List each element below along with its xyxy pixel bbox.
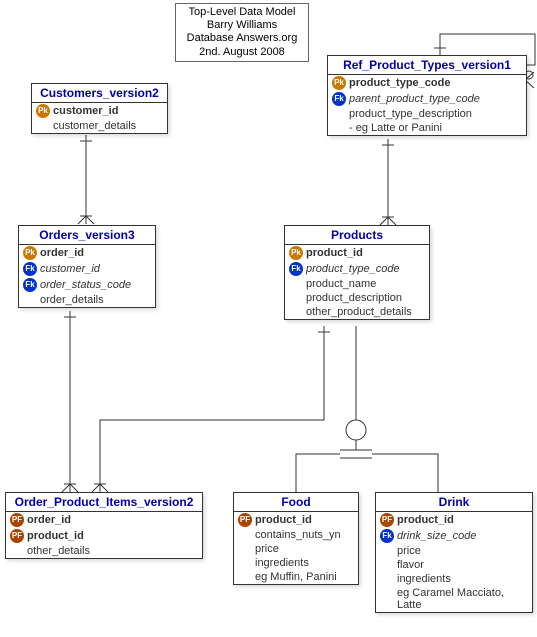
attr-row: ingredients [234, 556, 358, 570]
pf-badge: PF [10, 513, 24, 527]
entity-food: FoodPFproduct_idcontains_nuts_ynpriceing… [233, 492, 359, 585]
attr-text: order_details [40, 294, 104, 306]
attr-row: PForder_id [6, 512, 202, 528]
entity-body-ref_product_types: Pkproduct_type_codeFkparent_product_type… [328, 75, 526, 135]
attr-row: price [234, 542, 358, 556]
attr-row: product_name [285, 277, 429, 291]
attr-text: product_id [255, 514, 312, 526]
pf-badge: PF [238, 513, 252, 527]
attr-row: other_product_details [285, 305, 429, 319]
attr-row: - eg Latte or Panini [328, 121, 526, 135]
attr-text: parent_product_type_code [349, 93, 480, 105]
title-line-2: Barry Williams [182, 19, 302, 32]
entity-orders: Orders_version3Pkorder_idFkcustomer_idFk… [18, 225, 156, 308]
title-line-4: 2nd. August 2008 [182, 46, 302, 59]
entity-body-drink: PFproduct_idFkdrink_size_codepriceflavor… [376, 512, 532, 612]
attr-row: flavor [376, 558, 532, 572]
attr-row: Pkproduct_type_code [328, 75, 526, 91]
entity-header-order_product_items: Order_Product_Items_version2 [6, 493, 202, 512]
pk-badge: Pk [289, 246, 303, 260]
entity-products: ProductsPkproduct_idFkproduct_type_codep… [284, 225, 430, 320]
entity-header-orders: Orders_version3 [19, 226, 155, 245]
attr-row: order_details [19, 293, 155, 307]
attr-row: PFproduct_id [376, 512, 532, 528]
attr-text: product_id [27, 530, 84, 542]
attr-row: product_description [285, 291, 429, 305]
attr-text: eg Caramel Macciato, Latte [397, 587, 528, 611]
attr-row: PFproduct_id [6, 528, 202, 544]
attr-row: ingredients [376, 572, 532, 586]
attr-text: - eg Latte or Panini [349, 122, 442, 134]
fk-badge: Fk [23, 278, 37, 292]
attr-text: customer_id [40, 263, 100, 275]
entity-header-customers: Customers_version2 [32, 84, 167, 103]
entity-ref_product_types: Ref_Product_Types_version1Pkproduct_type… [327, 55, 527, 136]
attr-text: customer_details [53, 120, 136, 132]
fk-badge: Fk [23, 262, 37, 276]
pf-badge: PF [10, 529, 24, 543]
attr-text: product_id [306, 247, 363, 259]
title-line-3: Database Answers.org [182, 32, 302, 45]
attr-text: price [255, 543, 279, 555]
attr-text: product_type_description [349, 108, 472, 120]
attr-row: Fkorder_status_code [19, 277, 155, 293]
entity-header-drink: Drink [376, 493, 532, 512]
attr-text: product_id [397, 514, 454, 526]
attr-text: product_name [306, 278, 376, 290]
entity-body-order_product_items: PForder_idPFproduct_idother_details [6, 512, 202, 558]
attr-row: other_details [6, 544, 202, 558]
attr-row: product_type_description [328, 107, 526, 121]
attr-row: Pkorder_id [19, 245, 155, 261]
attr-row: price [376, 544, 532, 558]
attr-row: PFproduct_id [234, 512, 358, 528]
entity-header-ref_product_types: Ref_Product_Types_version1 [328, 56, 526, 75]
attr-row: Fkparent_product_type_code [328, 91, 526, 107]
attr-row: contains_nuts_yn [234, 528, 358, 542]
attr-text: price [397, 545, 421, 557]
fk-badge: Fk [332, 92, 346, 106]
pk-badge: Pk [36, 104, 50, 118]
entity-body-food: PFproduct_idcontains_nuts_ynpriceingredi… [234, 512, 358, 584]
attr-text: product_type_code [306, 263, 400, 275]
entity-order_product_items: Order_Product_Items_version2PForder_idPF… [5, 492, 203, 559]
attr-text: product_type_code [349, 77, 450, 89]
attr-row: customer_details [32, 119, 167, 133]
entity-header-food: Food [234, 493, 358, 512]
entity-body-products: Pkproduct_idFkproduct_type_codeproduct_n… [285, 245, 429, 319]
attr-text: flavor [397, 559, 424, 571]
fk-badge: Fk [380, 529, 394, 543]
attr-text: ingredients [255, 557, 309, 569]
attr-row: Pkproduct_id [285, 245, 429, 261]
title-box: Top-Level Data Model Barry Williams Data… [175, 3, 309, 62]
attr-row: eg Caramel Macciato, Latte [376, 586, 532, 612]
attr-text: customer_id [53, 105, 118, 117]
attr-text: drink_size_code [397, 530, 477, 542]
entity-header-products: Products [285, 226, 429, 245]
attr-row: eg Muffin, Panini [234, 570, 358, 584]
pk-badge: Pk [23, 246, 37, 260]
attr-text: other_product_details [306, 306, 412, 318]
entity-customers: Customers_version2Pkcustomer_idcustomer_… [31, 83, 168, 134]
attr-row: Pkcustomer_id [32, 103, 167, 119]
pk-badge: Pk [332, 76, 346, 90]
attr-text: order_status_code [40, 279, 131, 291]
attr-text: other_details [27, 545, 90, 557]
attr-text: contains_nuts_yn [255, 529, 341, 541]
attr-row: Fkcustomer_id [19, 261, 155, 277]
attr-text: order_id [40, 247, 84, 259]
entity-drink: DrinkPFproduct_idFkdrink_size_codepricef… [375, 492, 533, 613]
entity-body-orders: Pkorder_idFkcustomer_idFkorder_status_co… [19, 245, 155, 307]
attr-text: ingredients [397, 573, 451, 585]
attr-text: eg Muffin, Panini [255, 571, 337, 583]
pf-badge: PF [380, 513, 394, 527]
fk-badge: Fk [289, 262, 303, 276]
title-line-1: Top-Level Data Model [182, 6, 302, 19]
attr-row: Fkproduct_type_code [285, 261, 429, 277]
entity-body-customers: Pkcustomer_idcustomer_details [32, 103, 167, 133]
attr-text: order_id [27, 514, 71, 526]
attr-row: Fkdrink_size_code [376, 528, 532, 544]
attr-text: product_description [306, 292, 402, 304]
